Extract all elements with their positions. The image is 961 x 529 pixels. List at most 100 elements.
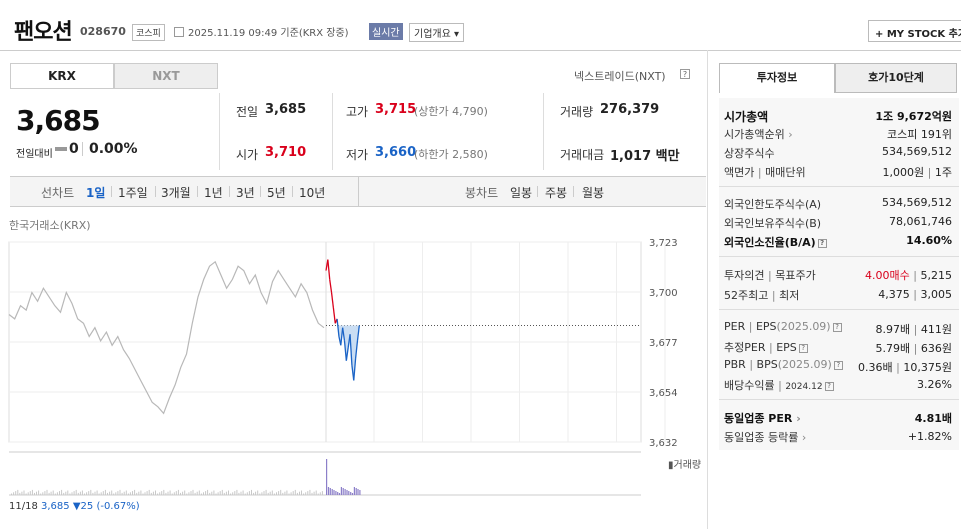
volume-bar [71, 492, 73, 495]
volume-bar [27, 492, 29, 495]
volume-bar [225, 491, 227, 495]
bps-text: BPS [756, 358, 778, 371]
volume-bar [251, 489, 252, 495]
volume-bar [175, 491, 177, 495]
candle-monthly[interactable]: 월봉 [582, 186, 605, 200]
help-icon[interactable]: ? [798, 343, 808, 353]
period-3y[interactable]: 3년 [236, 186, 255, 200]
candle-daily[interactable]: 일봉 [510, 186, 533, 200]
volume-bar [292, 491, 294, 495]
volume-bar [111, 490, 113, 495]
add-mystock-button[interactable]: + MY STOCK 추가 [868, 20, 961, 42]
target-value: 5,215 [920, 269, 953, 282]
volume-bar [123, 491, 125, 495]
help-icon[interactable]: ? [824, 381, 834, 391]
tab-invest-info[interactable]: 투자정보 [719, 63, 835, 93]
volume-bar [115, 492, 117, 495]
divider [260, 186, 261, 197]
low-label: 저가 [346, 148, 369, 162]
info-icon[interactable]: ? [680, 69, 690, 79]
volume-bar [79, 491, 81, 495]
volume-bar [86, 492, 88, 495]
quote-datetime: 2025.11.19 09:49 기준(KRX 장중) [188, 28, 349, 39]
volume-bar [146, 491, 148, 495]
volume-bar [282, 492, 284, 495]
volume-bar [215, 493, 217, 495]
series-line-segment [327, 259, 331, 280]
volume-bar [11, 493, 12, 495]
chevron-down-icon: ▾ [454, 29, 460, 40]
help-icon[interactable]: ? [833, 360, 843, 370]
company-overview-button[interactable]: 기업개요 ▾ [409, 23, 465, 42]
volume-bar [246, 492, 248, 495]
volume-bar [169, 490, 171, 495]
divider [219, 93, 220, 170]
volume-bar [211, 491, 213, 495]
week52-low-text: 최저 [779, 289, 800, 302]
face-value: 1,000원 [882, 166, 925, 179]
current-price: 3,685 [16, 104, 101, 137]
volume-bar [331, 489, 333, 495]
volume-bar [315, 490, 317, 495]
volume-bar [263, 491, 265, 495]
candle-weekly[interactable]: 주봉 [545, 186, 568, 200]
period-1d[interactable]: 1일 [86, 186, 106, 200]
volume-bar [144, 492, 146, 495]
volume-bar [155, 490, 156, 495]
volume-bar [67, 490, 69, 495]
per-value: 8.97배 [875, 323, 911, 336]
tab-orderbook[interactable]: 호가10단계 [835, 63, 957, 93]
tab-nxt[interactable]: NXT [114, 63, 218, 89]
help-icon[interactable]: ? [817, 238, 827, 248]
volume-bar [63, 492, 65, 495]
opinion-text: 투자의견 [724, 269, 765, 282]
volume-bar [335, 491, 337, 495]
volume-bar [142, 493, 144, 495]
volume-bar [351, 493, 354, 495]
volume-bar [288, 493, 290, 495]
volume-bar [65, 491, 67, 495]
sector-change-label[interactable]: 동일업종 등락률 › [724, 429, 806, 445]
foreign-rate-text: 외국인소진율(B/A) [724, 236, 816, 249]
volume-bar [294, 489, 296, 495]
volume-bar [121, 492, 123, 495]
week52-high-text: 52주최고 [724, 289, 769, 302]
change-label: 전일대비 [16, 149, 53, 160]
nxt-link[interactable]: 넥스트레이드(NXT) [574, 70, 666, 83]
volume-bar [125, 490, 127, 495]
period-10y[interactable]: 10년 [299, 186, 326, 200]
volume-bar [19, 492, 21, 495]
volume-bar [301, 490, 302, 495]
sector-per-label[interactable]: 동일업종 PER › [724, 410, 801, 426]
tab-krx[interactable]: KRX [10, 63, 114, 89]
volume-bar [173, 492, 175, 495]
volume-bar [84, 493, 85, 495]
help-icon[interactable]: ? [832, 322, 842, 332]
volume-bar [81, 490, 83, 495]
divider [82, 142, 83, 156]
volume-bar [319, 492, 321, 495]
volume-bar [186, 493, 188, 495]
per-text: PER [724, 320, 746, 333]
face-value-values: 1,000원 | 1주 [882, 166, 952, 179]
volume-bar [269, 491, 271, 495]
period-5y[interactable]: 5년 [267, 186, 286, 200]
volume-bar [255, 491, 257, 495]
market-cap-rank-label[interactable]: 시가총액순위 › [724, 126, 793, 142]
bps-value: 10,375원 [903, 361, 952, 374]
face-value-label: 액면가 | 매매단위 [724, 166, 806, 179]
volume-bar [56, 492, 58, 495]
per-date: (2025.09) [776, 320, 831, 333]
period-1w[interactable]: 1주일 [118, 186, 148, 200]
divider [229, 186, 230, 197]
sector-per-text: 동일업종 PER [724, 412, 793, 425]
period-1y[interactable]: 1년 [204, 186, 223, 200]
tab-underline [10, 88, 218, 89]
volume-bar [96, 490, 98, 495]
volume-bar [203, 492, 204, 495]
series-line-segment [354, 340, 359, 359]
divider [537, 186, 538, 197]
volume-bar [337, 492, 339, 495]
period-3m[interactable]: 3개월 [161, 186, 191, 200]
